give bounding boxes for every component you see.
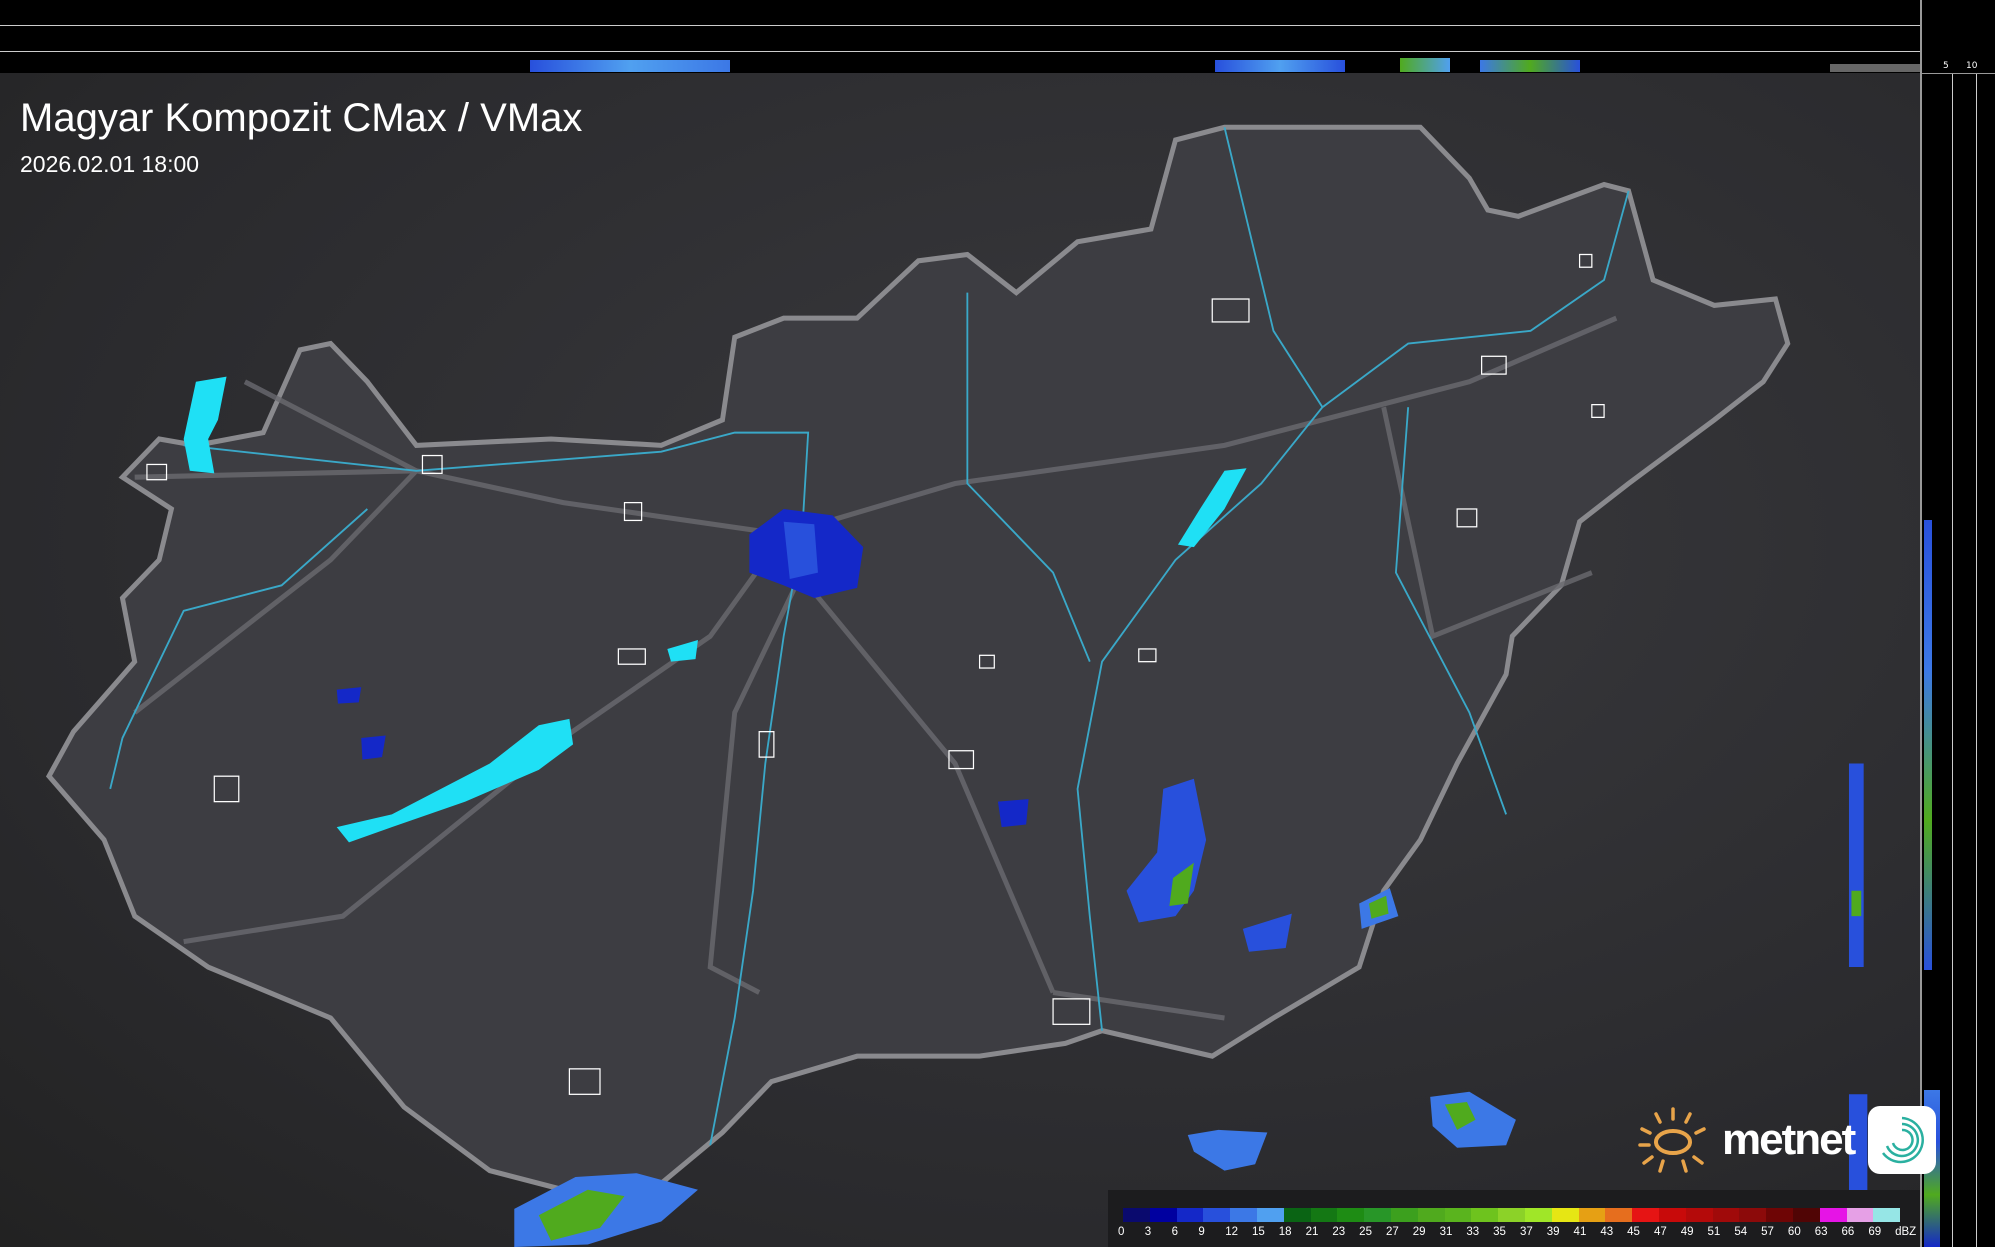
scale-label: 60 — [1787, 1226, 1801, 1238]
map-title: Magyar Kompozit CMax / VMax — [20, 96, 583, 140]
scale-label: 49 — [1680, 1226, 1694, 1238]
scale-label: 51 — [1707, 1226, 1721, 1238]
scale-cell — [1256, 1208, 1284, 1222]
scale-cell — [1364, 1208, 1391, 1222]
scale-label: 18 — [1278, 1226, 1292, 1238]
tick-label: 5 — [1943, 61, 1949, 71]
scale-label: 43 — [1600, 1226, 1614, 1238]
lake-velence — [667, 640, 698, 662]
scale-label: 23 — [1332, 1226, 1346, 1238]
sun-icon — [1638, 1107, 1706, 1173]
scale-cell — [1846, 1208, 1874, 1222]
lake-ferto — [183, 376, 227, 474]
roads — [133, 315, 1618, 1021]
scale-cell — [1203, 1208, 1231, 1222]
scale-cell — [1632, 1208, 1659, 1222]
profile-ground — [1830, 64, 1920, 72]
vertical-profile-right — [1920, 0, 1995, 1247]
scale-label: 63 — [1814, 1226, 1828, 1238]
scale-cell — [1283, 1208, 1311, 1222]
color-scale — [1123, 1208, 1901, 1222]
scale-cell — [1149, 1208, 1177, 1222]
scale-cell — [1337, 1208, 1365, 1222]
tick-label: 10 — [1966, 61, 1978, 71]
scale-label: 69 — [1868, 1226, 1882, 1238]
scale-cell — [1658, 1208, 1686, 1222]
scale-label: 54 — [1734, 1226, 1748, 1238]
scale-label: 33 — [1466, 1226, 1480, 1238]
profile-echo — [1924, 520, 1932, 970]
profile-echo — [1480, 60, 1580, 72]
vertical-profile-top — [0, 0, 1920, 73]
scale-label: 66 — [1841, 1226, 1855, 1238]
map-overlay — [45, 124, 1868, 1247]
profile-gridline-5 — [1952, 73, 1953, 1247]
scale-cell — [1176, 1208, 1204, 1222]
scale-cell — [1471, 1208, 1499, 1222]
scale-labels: 0 3 6 9 12 15 18 21 23 25 27 29 31 33 35 37 39 41 43 45 47 49… — [1118, 1226, 1922, 1238]
scale-cell — [1685, 1208, 1713, 1222]
city-outlines — [146, 253, 1605, 1095]
scale-cell — [1819, 1208, 1847, 1222]
profile-axis — [1922, 73, 1995, 74]
scale-label: 15 — [1251, 1226, 1265, 1238]
scale-cell — [1390, 1208, 1418, 1222]
scale-unit: dBZ — [1895, 1226, 1917, 1238]
scale-cell — [1766, 1208, 1793, 1222]
scale-label: 35 — [1493, 1226, 1506, 1238]
scale-label: 25 — [1359, 1226, 1372, 1238]
map-timestamp: 2026.02.01 18:00 — [20, 151, 200, 177]
scale-label: 27 — [1385, 1226, 1399, 1238]
scale-cell — [1230, 1208, 1257, 1222]
scale-cell — [1310, 1208, 1338, 1222]
dbz-legend: 0 3 6 9 12 15 18 21 23 25 27 29 31 33 35 37 39 41 43 45 47 49… — [1108, 1190, 1920, 1247]
scale-cell — [1712, 1208, 1740, 1222]
scale-cell — [1605, 1208, 1633, 1222]
scale-cell — [1551, 1208, 1579, 1222]
logo-text: metnet — [1722, 1115, 1856, 1164]
scale-cell — [1739, 1208, 1767, 1222]
profile-gridline-10 — [0, 25, 1920, 26]
profile-gridline-5 — [0, 51, 1920, 52]
scale-label: 21 — [1305, 1226, 1319, 1238]
scale-label: 47 — [1653, 1226, 1667, 1238]
scale-label: 45 — [1627, 1226, 1640, 1238]
scale-cell — [1498, 1208, 1525, 1222]
scale-cell — [1417, 1208, 1445, 1222]
scale-label: 0 — [1118, 1226, 1125, 1238]
lake-tisza — [1177, 468, 1247, 548]
scale-cell — [1524, 1208, 1552, 1222]
scale-label: 12 — [1225, 1226, 1238, 1238]
scale-label: 31 — [1439, 1226, 1453, 1238]
lakes — [183, 376, 1247, 843]
profile-echo — [1400, 58, 1450, 72]
scale-cell — [1444, 1208, 1472, 1222]
scale-label: 41 — [1573, 1226, 1587, 1238]
profile-echo — [1215, 60, 1345, 72]
profile-echo — [530, 60, 730, 72]
scale-label: 9 — [1198, 1226, 1205, 1238]
radar-echoes — [336, 508, 1868, 1247]
scale-label: 6 — [1171, 1226, 1178, 1238]
scale-cell — [1578, 1208, 1606, 1222]
scale-label: 37 — [1519, 1226, 1533, 1238]
scale-label: 3 — [1144, 1226, 1152, 1238]
spiral-icon — [1868, 1106, 1937, 1174]
profile-gridline-10 — [1976, 73, 1977, 1247]
country-fill — [45, 124, 1791, 1199]
scale-label: 39 — [1546, 1226, 1560, 1238]
scale-cell — [1792, 1208, 1820, 1222]
scale-cell — [1123, 1208, 1150, 1222]
metnet-logo: metnet — [1638, 1105, 1937, 1175]
scale-label: 57 — [1761, 1226, 1774, 1238]
lake-balaton — [336, 718, 574, 843]
scale-cell — [1873, 1208, 1901, 1222]
scale-label: 29 — [1412, 1226, 1426, 1238]
